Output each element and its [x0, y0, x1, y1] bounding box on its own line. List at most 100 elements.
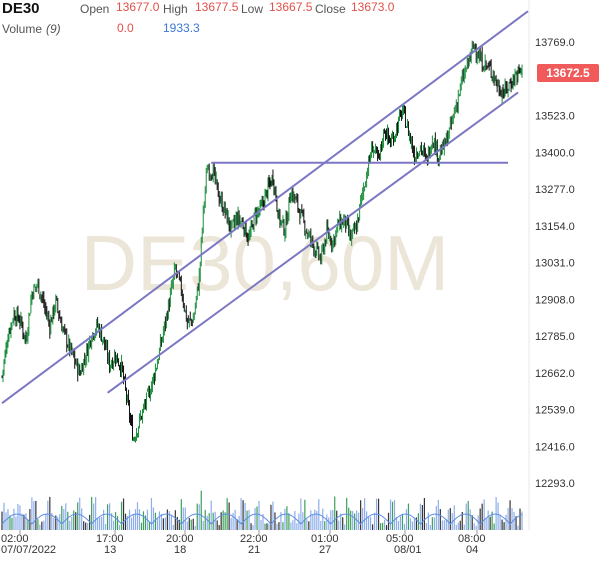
volume-bar [443, 520, 445, 530]
volume-bar [306, 519, 308, 530]
volume-bar [348, 507, 350, 530]
volume-bar [336, 510, 338, 530]
volume-bar [101, 517, 103, 530]
volume-bar [453, 505, 455, 530]
volume-bar [29, 509, 31, 530]
volume-bar [411, 521, 414, 530]
volume-bar [110, 513, 113, 530]
volume-bar [174, 510, 176, 530]
volume-bar [91, 496, 93, 530]
volume-bar [449, 508, 451, 530]
volume-bar [483, 499, 485, 530]
volume-bar [491, 511, 493, 530]
price-tick-label: 12662.0 [535, 368, 575, 380]
volume-bar [340, 513, 342, 530]
volume-bar [202, 520, 204, 530]
volume-bar [152, 507, 155, 530]
volume-bar [393, 500, 396, 530]
date-tick-label: 04 [466, 544, 478, 556]
volume-bar [77, 502, 79, 530]
volume-bar [156, 518, 159, 530]
time-tick-label: 22:00 [240, 533, 268, 545]
volume-bar [477, 515, 479, 530]
volume-bar [154, 512, 157, 530]
volume-bar [519, 508, 521, 530]
volume-bar [234, 509, 236, 530]
volume-bar [479, 508, 481, 530]
volume-bar [487, 510, 489, 530]
volume-bar [164, 517, 166, 530]
volume-bar [210, 500, 212, 530]
close-value: 13673.0 [351, 0, 395, 14]
volume-bar [475, 525, 477, 530]
volume-bar [57, 516, 59, 530]
volume-bar [262, 514, 264, 530]
volume-bar [489, 516, 491, 530]
trendline[interactable] [107, 91, 519, 394]
volume-bar [258, 500, 260, 530]
volume-bar [503, 522, 505, 530]
volume-label: Volume [2, 22, 43, 36]
volume-ma-value: 1933.3 [163, 21, 200, 35]
volume-bar [457, 522, 459, 530]
volume-bar [138, 509, 141, 530]
volume-bar [493, 523, 495, 530]
volume-bar [216, 520, 218, 530]
volume-bar [268, 523, 270, 530]
price-tick-label: 12539.0 [535, 405, 575, 417]
volume-bar [274, 512, 276, 530]
volume-bar [136, 502, 139, 530]
volume-bar [324, 521, 326, 530]
volume-bar [178, 519, 180, 530]
volume-bar [401, 513, 404, 530]
volume-bar [43, 520, 45, 530]
volume-bar [95, 497, 97, 530]
volume-bar [282, 522, 284, 530]
volume-bar [224, 512, 226, 530]
date-tick-label: 07/07/2022 [1, 544, 56, 556]
volume-bar [362, 507, 364, 530]
volume-bar [41, 521, 43, 530]
time-tick-label: 01:00 [311, 533, 339, 545]
volume-bar [158, 511, 161, 530]
trendlines[interactable] [1, 10, 529, 405]
trendline[interactable] [1, 10, 529, 405]
volume-bar [469, 509, 471, 530]
volume-bar [427, 512, 429, 530]
volume-bar [21, 513, 23, 530]
volume-bar [198, 504, 200, 530]
volume-bar [112, 520, 115, 530]
volume-ma-line [1, 513, 523, 525]
volume-bar [47, 500, 49, 530]
volume-bar [148, 522, 151, 530]
volume-bar [481, 503, 483, 530]
volume-bar [332, 509, 334, 530]
volume-bar [441, 520, 443, 530]
volume-bar [118, 525, 121, 530]
volume-bar [330, 510, 332, 530]
volume-bar [521, 511, 523, 530]
volume-bar [128, 509, 131, 530]
volume-bar [389, 499, 392, 530]
volume-bar [328, 517, 330, 530]
volume-bar [366, 511, 368, 530]
volume-bar [5, 512, 7, 530]
volume-bar [473, 523, 475, 530]
symbol-label: DE30 [2, 0, 40, 17]
time-tick-label: 20:00 [166, 533, 194, 545]
volume-bar [162, 518, 164, 530]
volume-value: 0.0 [117, 21, 134, 35]
high-value: 13677.5 [195, 0, 239, 14]
volume-bar [397, 520, 400, 530]
volume-bar [322, 508, 324, 530]
volume-bar [172, 524, 174, 530]
volume-bar [413, 517, 416, 530]
volume-bar [106, 504, 109, 530]
high-label: High [163, 2, 188, 16]
volume-bar [132, 513, 135, 530]
volume-bar [190, 519, 192, 530]
volume-bar [85, 522, 87, 530]
volume-bars [1, 490, 523, 530]
